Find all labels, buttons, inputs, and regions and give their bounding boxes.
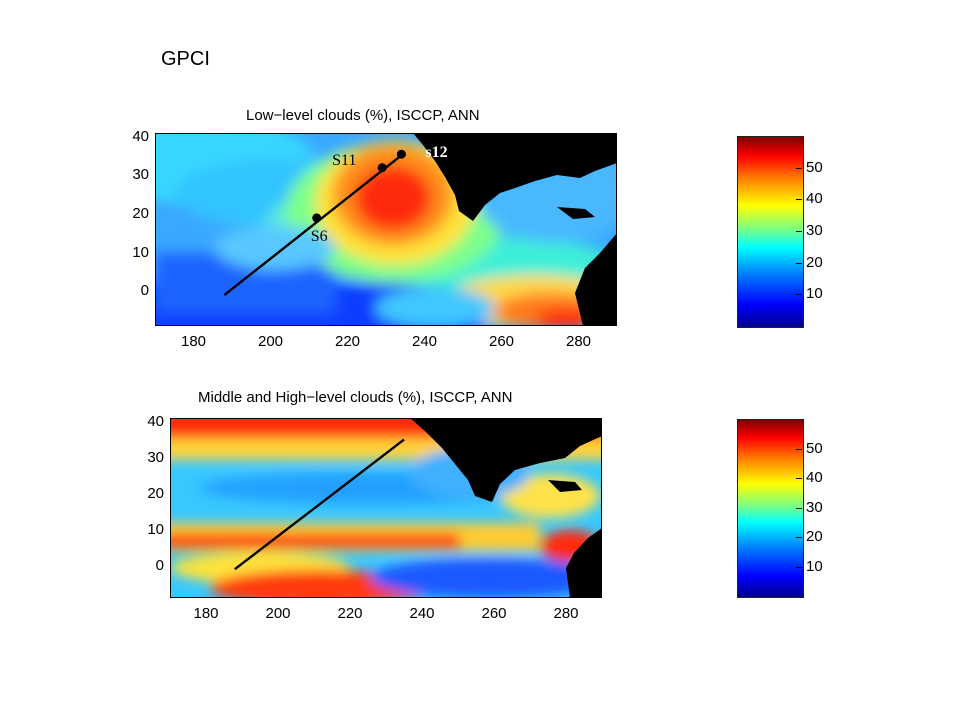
colorbar-tick-label: 30 — [806, 222, 823, 239]
x-tick-label: 220 — [337, 605, 363, 622]
station-point — [312, 213, 322, 223]
x-tick-label: 200 — [257, 333, 284, 350]
colorbar-tick-mark — [796, 537, 802, 538]
x-tick-label: 260 — [481, 605, 507, 622]
transect-line — [234, 438, 405, 571]
y-tick-label: 0 — [155, 556, 164, 574]
colorbar-tick-mark — [796, 448, 802, 450]
low-cloud-map — [155, 133, 617, 326]
transect-line — [223, 151, 406, 297]
colorbar-tick-mark — [796, 167, 802, 169]
station-point — [377, 163, 387, 173]
mid-high-cloud-map — [170, 418, 602, 598]
x-tick-label: 260 — [488, 333, 515, 350]
colorbar-tick-label: 30 — [806, 498, 823, 516]
colorbar-tick-mark — [796, 199, 802, 201]
x-tick-label: 240 — [411, 333, 438, 350]
x-tick-label: 180 — [193, 605, 219, 622]
y-tick-label: 20 — [132, 205, 149, 223]
colorbar-mid — [737, 419, 804, 598]
y-tick-label: 20 — [147, 484, 164, 502]
colorbar-tick-label: 50 — [806, 158, 823, 176]
y-tick-label: 40 — [147, 412, 164, 430]
colorbar-tick-mark — [796, 294, 802, 296]
station-label-s11: S11 — [332, 151, 357, 169]
colorbar-tick-label: 10 — [806, 285, 823, 303]
y-tick-label: 30 — [147, 448, 164, 466]
chart-title-mid-high-clouds: Middle and High−level clouds (%), ISCCP,… — [198, 389, 513, 406]
station-point — [396, 149, 406, 159]
colorbar-tick-label: 20 — [806, 528, 823, 545]
y-tick-label: 0 — [140, 282, 149, 300]
land-mask-mid — [410, 418, 602, 598]
y-tick-label: 40 — [132, 127, 149, 145]
station-label-s12: s12 — [425, 144, 448, 162]
chart-title-low-clouds: Low−level clouds (%), ISCCP, ANN — [246, 107, 480, 124]
x-tick-label: 200 — [265, 605, 291, 622]
x-tick-label: 180 — [180, 333, 207, 350]
colorbar-tick-label: 10 — [806, 557, 823, 575]
x-tick-label: 240 — [409, 605, 435, 622]
colorbar-tick-mark — [796, 262, 802, 264]
colorbar-tick-mark — [796, 231, 802, 232]
y-tick-label: 10 — [132, 243, 149, 261]
colorbar-tick-label: 40 — [806, 190, 823, 208]
colorbar-tick-mark — [796, 507, 802, 509]
colorbar-low — [737, 136, 804, 328]
colorbar-tick-mark — [796, 478, 802, 479]
station-label-s6: S6 — [310, 227, 328, 245]
colorbar-tick-label: 40 — [806, 469, 823, 486]
x-tick-label: 280 — [565, 333, 592, 350]
y-tick-label: 10 — [147, 520, 164, 538]
land-mask — [413, 133, 617, 326]
x-tick-label: 280 — [553, 605, 579, 622]
colorbar-tick-label: 20 — [806, 253, 823, 271]
y-tick-label: 30 — [132, 166, 149, 184]
colorbar-tick-label: 50 — [806, 439, 823, 457]
x-tick-label: 220 — [334, 333, 361, 350]
colorbar-tick-mark — [796, 566, 802, 568]
slide-title: GPCI — [161, 48, 210, 70]
